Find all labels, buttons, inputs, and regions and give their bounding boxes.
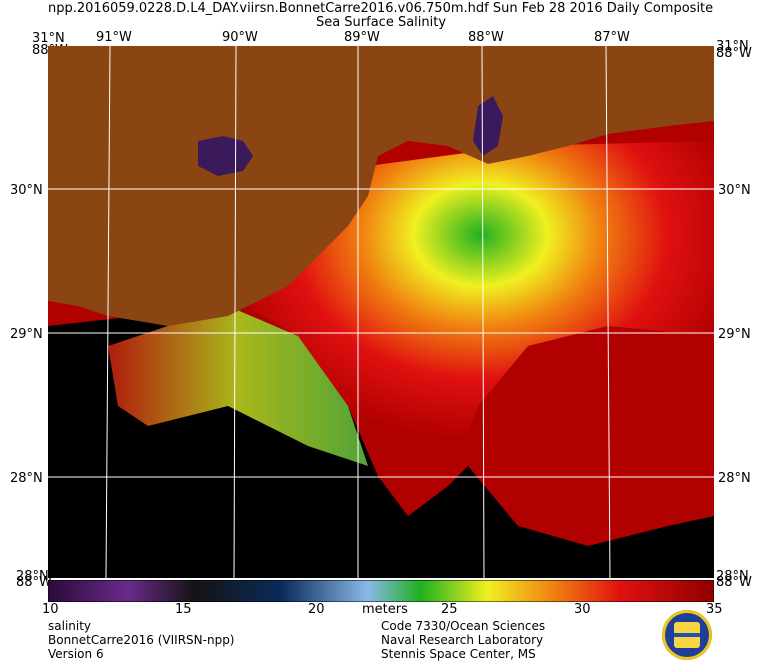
colorbar-tick-10: 10 — [42, 602, 59, 617]
corner-label-bottom-right-lat: 28°N — [716, 569, 749, 584]
lon-label-87w: 87°W — [594, 30, 630, 45]
lat-label-right-29n: 29°N — [718, 327, 751, 342]
colorbar-tick-35: 35 — [706, 602, 723, 617]
colorbar-unit: meters — [362, 602, 408, 617]
corner-label-top-left-lat: 31°N — [32, 31, 65, 46]
lat-label-right-28n: 28°N — [718, 471, 751, 486]
product-title: Sea Surface Salinity — [315, 15, 447, 30]
colorbar-tick-25: 25 — [441, 602, 458, 617]
lat-label-right-30n: 30°N — [718, 183, 751, 198]
colorbar-tick-20: 20 — [308, 602, 325, 617]
corner-label-bottom-left-lon: 88°W — [16, 575, 52, 590]
lat-label-left-28n: 28°N — [10, 471, 43, 486]
footer-dataset: BonnetCarre2016 (VIIRSN-npp) — [48, 633, 235, 647]
salinity-map — [48, 46, 714, 578]
lat-label-left-30n: 30°N — [10, 183, 43, 198]
lon-label-91w: 91°W — [96, 30, 132, 45]
corner-label-top-right-lat: 31°N — [716, 39, 749, 54]
salinity-colorbar — [48, 580, 714, 602]
lon-label-89w: 89°W — [344, 30, 380, 45]
colorbar-tick-30: 30 — [574, 602, 591, 617]
lat-label-left-29n: 29°N — [10, 327, 43, 342]
footer-lab: Naval Research Laboratory — [381, 633, 544, 647]
western-shelf-plume — [108, 306, 368, 466]
lake-pontchartrain — [198, 136, 253, 176]
footer-code: Code 7330/Ocean Sciences — [381, 619, 546, 633]
footer-location: Stennis Space Center, MS — [381, 647, 536, 661]
footer-version: Version 6 — [48, 647, 104, 661]
lon-label-88w: 88°W — [468, 30, 504, 45]
colorbar-tick-15: 15 — [175, 602, 192, 617]
mobile-bay — [473, 96, 503, 156]
graticule — [48, 46, 714, 578]
footer-variable: salinity — [48, 619, 92, 633]
lon-label-90w: 90°W — [222, 30, 258, 45]
file-title: npp.2016059.0228.D.L4_DAY.viirsn.BonnetC… — [48, 1, 714, 16]
corner-label-top-right-lon: 88°W — [716, 46, 752, 61]
corner-label-bottom-left-lat: 28°N — [16, 569, 49, 584]
nrl-seal-logo — [662, 610, 712, 660]
river-plume — [228, 141, 714, 516]
land-area — [48, 46, 714, 326]
corner-label-bottom-right-lon: 88°W — [716, 575, 752, 590]
